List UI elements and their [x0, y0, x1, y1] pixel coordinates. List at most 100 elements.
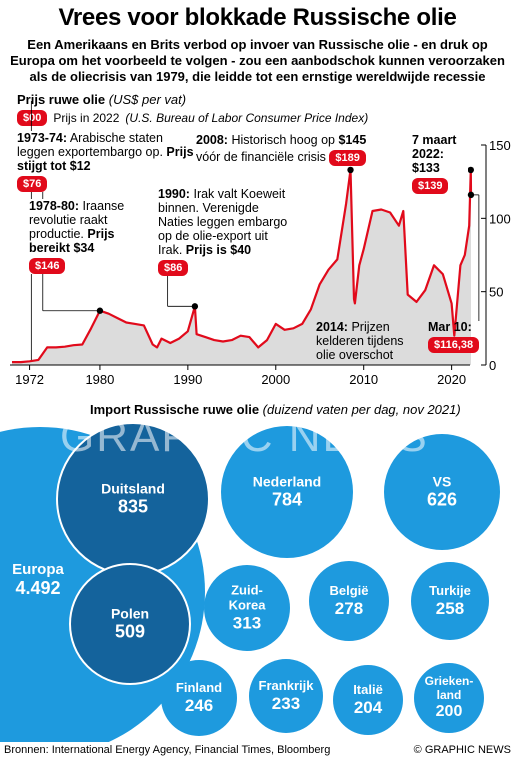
- footer-credit: © GRAPHIC NEWS: [413, 744, 511, 756]
- bubble-label-frankrijk: Frankrijk 233: [259, 678, 314, 713]
- annotation-text: vóór de financiële crisis: [196, 150, 326, 164]
- bubble-country-name: Grieken- land: [424, 674, 474, 702]
- x-tick-label-2010: 2010: [349, 372, 378, 387]
- bubble-country-name: België: [329, 582, 369, 598]
- bubble-frankrijk: [249, 659, 323, 733]
- annotation-price: Prijs stijgt tot $12: [17, 145, 194, 173]
- y-tick-label-0: 0: [489, 358, 496, 373]
- annotation-1978: 1978-80: Iraanse revolutie raakt product…: [29, 199, 141, 274]
- price-point: [96, 307, 104, 314]
- page-subtitle: Een Amerikaans en Brits verbod op invoer…: [10, 37, 505, 84]
- y-tick-label-150: 150: [489, 138, 511, 153]
- annotation-year: 1978-80:: [29, 199, 80, 213]
- bubble-country-name: Italië: [353, 681, 383, 697]
- x-tick-label-1990: 1990: [173, 372, 202, 387]
- bubble-country-name: Finland: [175, 679, 223, 695]
- annotation-pill: $86: [158, 260, 189, 276]
- annotation-pill: $139: [412, 178, 449, 194]
- bubble-country-name: Nederland: [252, 473, 322, 490]
- annotation-text: Iraanse revolutie raakt productie.: [29, 199, 125, 241]
- x-tick-label-1980: 1980: [85, 372, 114, 387]
- annotation-mar10: Mar 10: $116,38: [428, 320, 488, 353]
- annotation-year: Mar 10:: [428, 320, 472, 334]
- footer-sources: Bronnen: International Energy Agency, Fi…: [4, 744, 331, 756]
- price-line: [12, 168, 473, 364]
- bubble-value: 509: [114, 621, 146, 642]
- bubble-label-vs: VS 626: [427, 474, 457, 511]
- bubble-label-nederland: Nederland 784: [253, 474, 321, 511]
- annotation-pill: $76: [17, 176, 48, 192]
- bubble-country-name: Europa: [12, 561, 64, 579]
- bubble-value: 233: [271, 693, 301, 713]
- annotation-1973: 1973-74: Arabische staten leggen exporte…: [17, 131, 197, 192]
- bubble-value: 4.492: [15, 578, 61, 599]
- bubble-label-polen: Polen 509: [111, 606, 149, 643]
- annotation-year: 2008:: [196, 133, 228, 147]
- bubble-value: 200: [435, 702, 463, 720]
- bubble-zuidkorea: [204, 565, 290, 651]
- x-tick-label-1972: 1972: [15, 372, 44, 387]
- price-point: [347, 166, 354, 174]
- annotation-text: Arabische staten leggen exportembargo op…: [17, 131, 163, 159]
- bubble-value: 626: [426, 489, 458, 510]
- x-tick-label-2020: 2020: [437, 372, 466, 387]
- y-tick-label-100: 100: [489, 211, 511, 226]
- bubble-chart: [0, 422, 500, 742]
- annotation-text: Historisch hoog op: [231, 133, 335, 147]
- bubble-label-turkije: Turkije 258: [429, 582, 471, 618]
- annotation-pill: $116,38: [428, 337, 480, 353]
- import-section-title: Import Russische ruwe olie (duizend vate…: [90, 402, 461, 417]
- annotation-year: 1990:: [158, 187, 190, 201]
- annotation-text: Irak valt Koeweit binnen. Verenigde Nati…: [158, 187, 288, 257]
- import-unit: (duizend vaten per dag, nov 2021): [262, 402, 461, 417]
- annotation-1990: 1990: Irak valt Koeweit binnen. Verenigd…: [158, 187, 290, 276]
- bubble-value: 278: [334, 598, 364, 618]
- footer: Bronnen: International Energy Agency, Fi…: [4, 744, 511, 756]
- bubble-belgie: [309, 561, 389, 641]
- bubble-polen: [69, 563, 191, 685]
- bubble-country-name: Polen: [110, 605, 150, 622]
- bubble-griekenland: [414, 663, 484, 733]
- annotation-price: Prijs bereikt $34: [29, 227, 115, 255]
- annotation-price: Prijs is $40: [185, 243, 252, 257]
- bubble-label-griekenland: Grieken- land 200: [424, 674, 474, 721]
- bubble-country-name: Duitsland: [101, 480, 165, 497]
- bubble-turkije: [411, 562, 489, 640]
- bubble-label-europa: Europa 4.492: [12, 561, 64, 599]
- legend-text: Prijs in 2022: [53, 111, 120, 125]
- price-point: [467, 191, 475, 199]
- annotation-2014: 2014: Prijzen kelderen tijdens olie over…: [316, 320, 414, 362]
- bubble-country-name: Turkije: [429, 582, 471, 598]
- bubble-label-italie: Italië 204: [353, 681, 383, 717]
- bubble-value: 204: [353, 697, 383, 717]
- bubble-country-name: Zuid- Korea: [228, 582, 266, 613]
- annotation-year: 1973-74:: [17, 131, 68, 145]
- annotation-year: 2014:: [316, 320, 348, 334]
- price-unit: (US$ per vat): [108, 92, 187, 107]
- bubble-value: 258: [435, 598, 465, 618]
- bubble-italie: [333, 665, 403, 735]
- annotation-year: 7 maart 2022:: [412, 133, 457, 161]
- bubble-nederland: [221, 426, 353, 558]
- legend-pill: $00: [17, 110, 48, 126]
- annotation-price: $145: [338, 133, 367, 147]
- annotation-pill: $146: [29, 258, 66, 274]
- bubble-value: 784: [271, 489, 303, 510]
- price-point: [191, 303, 199, 310]
- annotation-2008: 2008: Historisch hoog op $145 vóór de fi…: [196, 133, 388, 166]
- import-title: Import Russische ruwe olie: [90, 402, 260, 417]
- bubble-value: 835: [117, 496, 149, 517]
- price-section-title: Prijs ruwe olie (US$ per vat): [17, 92, 186, 107]
- annotation-pill: $189: [329, 150, 366, 166]
- annotation-price: $133: [412, 161, 440, 175]
- price-title: Prijs ruwe olie: [17, 92, 106, 107]
- annotation-text: Prijzen kelderen tijdens olie overschot: [316, 320, 404, 362]
- annotation-2022: 7 maart 2022: $133 $139: [412, 133, 468, 194]
- bubble-label-zuidkorea: Zuid- Korea 313: [228, 582, 266, 633]
- x-tick-label-2000: 2000: [261, 372, 290, 387]
- bubble-finland: [161, 660, 237, 736]
- price-point: [467, 166, 474, 174]
- price-legend: $00 Prijs in 2022 (U.S. Bureau of Labor …: [17, 110, 368, 126]
- bubble-value: 313: [232, 613, 262, 633]
- bubble-vs: [384, 434, 500, 550]
